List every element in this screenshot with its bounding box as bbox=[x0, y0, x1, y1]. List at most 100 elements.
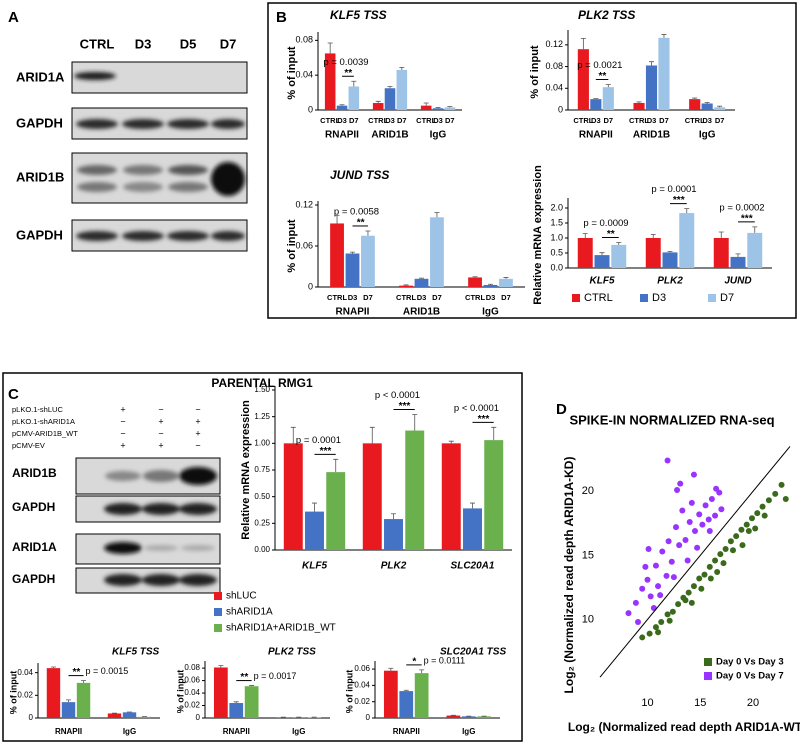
y-tick-label: 0 bbox=[366, 713, 371, 722]
bar bbox=[384, 519, 403, 550]
scatter-point bbox=[668, 558, 675, 565]
condition-name: pCMV-ARID1B_WT bbox=[12, 429, 78, 438]
bar-label: D7 bbox=[445, 116, 455, 125]
bar bbox=[430, 217, 444, 287]
scatter-point bbox=[682, 597, 689, 604]
error-bar bbox=[339, 104, 345, 106]
scatter-point bbox=[639, 585, 646, 592]
bar bbox=[594, 255, 610, 268]
scatter-point bbox=[642, 563, 649, 570]
y-axis-label: % of input bbox=[344, 670, 354, 714]
y-tick-label: 0.08 bbox=[295, 35, 313, 45]
scatter-point bbox=[733, 533, 740, 540]
scatter-point bbox=[665, 538, 672, 545]
x-tick-label: ARID1B bbox=[403, 307, 440, 318]
bar-label: D7 bbox=[363, 293, 373, 302]
bar-label: D3 bbox=[385, 116, 395, 125]
x-tick-label: RNAPII bbox=[579, 130, 613, 141]
legend-swatch bbox=[704, 672, 712, 680]
bar-label: CTRL bbox=[320, 116, 340, 125]
error-bar bbox=[684, 208, 690, 214]
p-value: p = 0.0015 bbox=[86, 666, 129, 676]
scatter-point bbox=[675, 601, 682, 608]
scatter-point bbox=[706, 528, 713, 535]
bands bbox=[77, 162, 245, 196]
error-bar bbox=[388, 667, 394, 671]
error-bar bbox=[419, 277, 424, 279]
error-bar bbox=[605, 84, 611, 88]
scatter-point bbox=[752, 525, 759, 532]
scatter-point bbox=[772, 490, 779, 497]
bar bbox=[399, 285, 413, 287]
scatter-point bbox=[632, 599, 639, 606]
error-bar bbox=[249, 685, 255, 687]
bands bbox=[104, 574, 217, 586]
bar bbox=[107, 713, 122, 718]
bar bbox=[76, 682, 91, 718]
significance-stars: ** bbox=[356, 218, 365, 229]
bar bbox=[713, 238, 729, 268]
x-tick-label: RNAPII bbox=[336, 307, 370, 318]
condition-mark: − bbox=[195, 404, 200, 414]
bar bbox=[291, 717, 306, 718]
scatter-point bbox=[677, 480, 684, 487]
y-tick-label: 0.04 bbox=[354, 680, 370, 689]
error-bar bbox=[423, 102, 429, 106]
bar bbox=[348, 86, 360, 110]
legend-label: D3 bbox=[652, 292, 666, 304]
scatter-point bbox=[705, 516, 712, 523]
scatter-point bbox=[745, 528, 752, 535]
bar bbox=[577, 238, 593, 268]
bar bbox=[730, 256, 746, 268]
bands bbox=[105, 467, 217, 485]
scatter-point bbox=[664, 457, 671, 464]
bar bbox=[361, 235, 375, 287]
legend-label: CTRL bbox=[584, 292, 613, 304]
y-tick-label: 0.04 bbox=[545, 83, 563, 93]
x-tick-label: PLK2 bbox=[657, 276, 683, 287]
blot-row-label: GAPDH bbox=[12, 500, 55, 514]
x-tick-label: IgG bbox=[292, 727, 305, 736]
y-tick-label: 0.08 bbox=[545, 61, 563, 71]
bar bbox=[372, 103, 384, 110]
bar-label: D7 bbox=[604, 116, 614, 125]
error-bar bbox=[599, 252, 605, 256]
scatter-point bbox=[688, 499, 695, 506]
scatter-point bbox=[702, 502, 709, 509]
bar bbox=[305, 511, 324, 550]
significance-stars: ** bbox=[598, 71, 607, 82]
y-tick-label: 0 bbox=[558, 104, 563, 114]
error-bar bbox=[403, 284, 409, 286]
x-tick-label: IgG bbox=[123, 727, 136, 736]
panel-label: D bbox=[556, 401, 567, 418]
p-value: p < 0.0001 bbox=[454, 403, 499, 414]
lane-label: CTRL bbox=[80, 36, 115, 51]
error-bar bbox=[649, 61, 654, 66]
bar bbox=[590, 99, 602, 110]
error-bar bbox=[81, 680, 87, 683]
identity-line bbox=[599, 446, 791, 678]
chart-title: SLC20A1 TSS bbox=[440, 647, 506, 658]
bar bbox=[414, 673, 429, 718]
bar bbox=[747, 232, 763, 268]
y-tick-label: 0.06 bbox=[184, 676, 200, 685]
blot-row-label: ARID1A bbox=[16, 69, 65, 84]
blot-row-label: GAPDH bbox=[16, 227, 63, 242]
scatter-point bbox=[663, 572, 670, 579]
error-bar bbox=[399, 66, 405, 70]
y-tick-label: 0.08 bbox=[184, 663, 200, 672]
condition-mark: − bbox=[158, 428, 163, 438]
error-bar bbox=[692, 97, 698, 100]
bar bbox=[679, 213, 695, 268]
scatter-point bbox=[690, 471, 697, 478]
bar bbox=[326, 472, 346, 550]
bar bbox=[645, 65, 658, 110]
panel-label: A bbox=[8, 9, 19, 26]
scatter-point bbox=[625, 610, 632, 617]
bar bbox=[446, 715, 461, 718]
error-bar bbox=[391, 513, 396, 520]
error-bar bbox=[403, 689, 409, 692]
bar bbox=[658, 37, 670, 110]
x-tick-label: RNAPII bbox=[223, 727, 250, 736]
x-tick-label: 20 bbox=[747, 697, 759, 709]
